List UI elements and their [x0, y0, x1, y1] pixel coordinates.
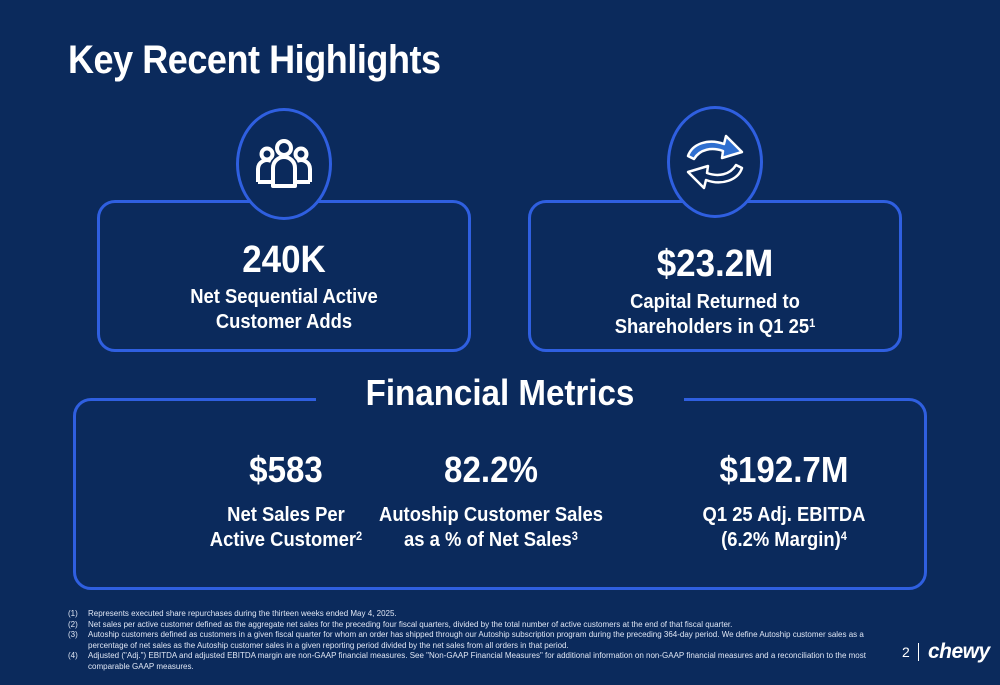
- highlight-card-customers: 240K Net Sequential Active Customer Adds: [97, 200, 471, 352]
- metric-label: Q1 25 Adj. EBITDA (6.2% Margin)4: [664, 503, 903, 553]
- highlight-label-line2: Customer Adds: [215, 311, 353, 333]
- financial-metrics-card: $583 Net Sales Per Active Customer2 82.2…: [73, 398, 927, 590]
- metric-label-line1: Net Sales Per: [227, 504, 345, 526]
- chewy-logo: chewy: [928, 640, 990, 663]
- metric-ebitda: $192.7M Q1 25 Adj. EBITDA (6.2% Margin)4: [654, 449, 914, 553]
- highlight-label: Net Sequential Active Customer Adds: [115, 285, 454, 335]
- footnote: (4) Adjusted ("Adj.") EBITDA and adjuste…: [68, 651, 898, 672]
- metric-label: Autoship Customer Sales as a % of Net Sa…: [371, 503, 610, 553]
- footnote-number: (4): [68, 651, 78, 660]
- footnotes: (1) Represents executed share repurchase…: [68, 609, 898, 672]
- metric-label-line1: Q1 25 Adj. EBITDA: [702, 504, 866, 526]
- footnote-ref: 1: [809, 316, 816, 330]
- recycle-arrows-icon: [686, 134, 744, 190]
- highlight-label-line1: Capital Returned to: [630, 291, 800, 313]
- people-icon: [256, 139, 312, 188]
- highlight-label: Capital Returned to Shareholders in Q1 2…: [546, 290, 885, 340]
- page-title: Key Recent Highlights: [68, 38, 441, 82]
- people-icon-badge: [236, 108, 332, 220]
- metric-label-line2: Active Customer: [209, 529, 357, 551]
- metric-label-line2: as a % of Net Sales: [404, 529, 572, 551]
- page-number: 2: [902, 644, 910, 660]
- footnote: (1) Represents executed share repurchase…: [68, 609, 898, 620]
- metric-value: $192.7M: [719, 449, 849, 490]
- metric-value: 82.2%: [444, 449, 538, 490]
- metric-label-line1: Autoship Customer Sales: [379, 504, 603, 526]
- footnote: (2) Net sales per active customer define…: [68, 620, 898, 631]
- footnote-text: Net sales per active customer defined as…: [88, 619, 733, 629]
- metric-label-line2: (6.2% Margin): [721, 529, 841, 551]
- highlight-label-line2: Shareholders in Q1 25: [614, 316, 810, 338]
- highlight-value: 240K: [242, 239, 326, 281]
- metric-net-sales: $583 Net Sales Per Active Customer2: [156, 449, 416, 553]
- footnote-ref: 3: [571, 529, 578, 543]
- footnote-number: (1): [68, 609, 78, 618]
- highlight-label-line1: Net Sequential Active: [190, 286, 378, 308]
- metric-value: $583: [249, 449, 323, 490]
- footnote-text: Adjusted ("Adj.") EBITDA and adjusted EB…: [88, 651, 866, 671]
- footnote-number: (3): [68, 630, 78, 639]
- metric-label: Net Sales Per Active Customer2: [166, 503, 405, 553]
- metric-autoship: 82.2% Autoship Customer Sales as a % of …: [361, 449, 621, 553]
- footnote-ref: 4: [840, 529, 847, 543]
- recycle-icon-badge: [667, 106, 763, 218]
- footnote-number: (2): [68, 619, 78, 629]
- highlight-card-capital: $23.2M Capital Returned to Shareholders …: [528, 200, 902, 352]
- footnote-text: Represents executed share repurchases du…: [88, 609, 397, 618]
- footer-divider: [918, 643, 919, 661]
- footnote-text: Autoship customers defined as customers …: [88, 630, 864, 650]
- highlight-value: $23.2M: [656, 243, 774, 285]
- footnote: (3) Autoship customers defined as custom…: [68, 630, 898, 651]
- footnote-ref: 2: [356, 529, 363, 543]
- financial-metrics-title: Financial Metrics: [316, 372, 684, 414]
